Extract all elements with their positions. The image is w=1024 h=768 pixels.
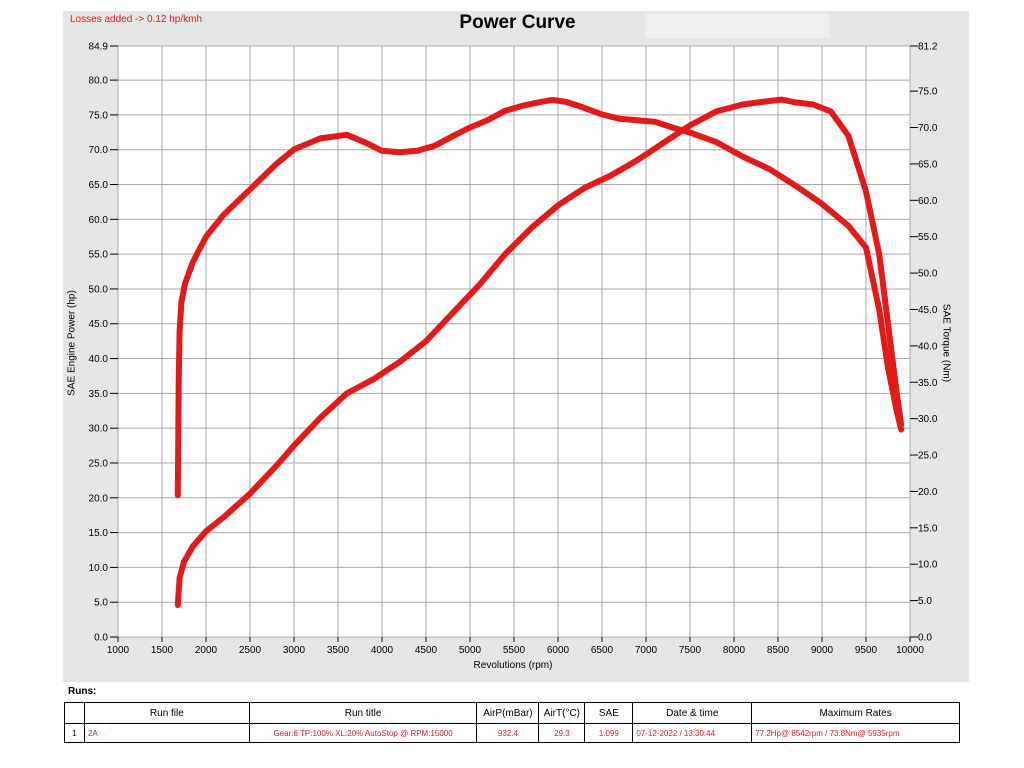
y2-tick-label: 25.0 <box>918 451 938 462</box>
y2-tick-label: 30.0 <box>918 414 938 425</box>
y2-tick-label: 70.0 <box>918 123 938 134</box>
series <box>174 96 905 608</box>
x-tick-label: 9000 <box>811 645 834 656</box>
y2-tick-label: 5.0 <box>918 596 932 607</box>
y-tick-label: 15.0 <box>89 528 109 539</box>
col-header-sae: SAE <box>584 702 634 724</box>
y-tick-label: 0.0 <box>94 633 108 644</box>
run-airt: 29.3 <box>538 723 586 743</box>
y2-tick-label: 81.2 <box>918 42 938 53</box>
y-tick-label: 60.0 <box>89 215 109 226</box>
col-header-datetime: Date & time <box>632 702 753 724</box>
y-tick-label: 75.0 <box>89 110 109 121</box>
x-tick-label: 4000 <box>371 645 394 656</box>
x-tick-label: 6000 <box>547 645 570 656</box>
y2-tick-label: 15.0 <box>918 523 938 534</box>
x-tick-label: 7000 <box>635 645 658 656</box>
run-max-rates: 77.2Hp@ 8542rpm / 73.8Nm@ 5935rpm <box>751 723 960 743</box>
y-tick-label: 50.0 <box>89 284 109 295</box>
x-tick-label: 1500 <box>151 645 174 656</box>
x-tick-label: 8500 <box>767 645 790 656</box>
x-tick-label: 7500 <box>679 645 702 656</box>
col-header-max-rates: Maximum Rates <box>751 702 960 724</box>
y2-tick-label: 75.0 <box>918 87 938 98</box>
run-index: 1 <box>64 723 85 743</box>
y-tick-label: 80.0 <box>89 76 109 87</box>
y2-tick-label: 35.0 <box>918 378 938 389</box>
x-axis-label: Revolutions (rpm) <box>473 660 553 671</box>
run-airp: 932.4 <box>476 723 540 743</box>
col-header-run-title: Run title <box>248 702 478 724</box>
axis-ticks: 1000 1500 2000 2500 3000 3500 4000 4500 5000 5500… <box>89 42 938 657</box>
table-row[interactable]: 1 2A Gear:6 TP:100% XL:20% AutoStop @ RP… <box>64 723 960 743</box>
y-tick-label: 35.0 <box>89 389 109 400</box>
y-tick-label: 25.0 <box>89 458 109 469</box>
col-header-run-file: Run file <box>83 702 250 724</box>
losses-note: Losses added -> 0.12 hp/kmh <box>70 14 203 25</box>
y-tick-label: 5.0 <box>94 598 108 609</box>
y-tick-label: 45.0 <box>89 319 109 330</box>
runs-table: Run file Run title AirP(mBar) AirT(°C) S… <box>64 702 960 743</box>
y-tick-label: 30.0 <box>89 424 109 435</box>
x-tick-label: 10000 <box>896 645 924 656</box>
y-tick-label: 65.0 <box>89 180 109 191</box>
x-tick-label: 2000 <box>195 645 218 656</box>
y2-tick-label: 45.0 <box>918 305 938 316</box>
col-header-index <box>64 702 85 724</box>
col-header-airp: AirP(mBar) <box>476 702 540 724</box>
grid <box>117 45 911 638</box>
y-tick-label: 20.0 <box>89 493 109 504</box>
y-tick-label: 84.9 <box>89 42 109 53</box>
x-tick-label: 3000 <box>283 645 306 656</box>
x-tick-label: 3500 <box>327 645 350 656</box>
y2-tick-label: 0.0 <box>918 633 932 644</box>
x-tick-label: 2500 <box>239 645 262 656</box>
runs-header-row: Run file Run title AirP(mBar) AirT(°C) S… <box>64 702 960 724</box>
x-tick-label: 1000 <box>107 645 130 656</box>
y2-tick-label: 55.0 <box>918 232 938 243</box>
run-datetime: 07-12-2022 / 13:30:44 <box>632 723 753 743</box>
x-tick-label: 5000 <box>459 645 482 656</box>
title-placeholder-box <box>645 14 830 38</box>
run-file: 2A <box>83 723 250 743</box>
y2-tick-label: 40.0 <box>918 341 938 352</box>
y2-tick-label: 50.0 <box>918 269 938 280</box>
col-header-airt: AirT(°C) <box>538 702 586 724</box>
run-sae: 1.099 <box>584 723 634 743</box>
x-tick-label: 8000 <box>723 645 746 656</box>
runs-label: Runs: <box>68 686 97 697</box>
power-curve-line <box>174 96 905 608</box>
run-title: Gear:6 TP:100% XL:20% AutoStop @ RPM:150… <box>248 723 478 743</box>
y2-tick-label: 10.0 <box>918 560 938 571</box>
y2-tick-label: 20.0 <box>918 487 938 498</box>
x-tick-label: 6500 <box>591 645 614 656</box>
y-tick-label: 70.0 <box>89 145 109 156</box>
x-tick-label: 4500 <box>415 645 438 656</box>
chart-title: Power Curve <box>459 12 576 33</box>
x-tick-label: 5500 <box>503 645 526 656</box>
y-tick-label: 40.0 <box>89 354 109 365</box>
y2-axis-label: SAE Torque (Nm) <box>940 303 952 383</box>
x-tick-label: 9500 <box>855 645 878 656</box>
y-axis-label: SAE Engine Power (hp) <box>66 290 78 396</box>
y2-tick-label: 60.0 <box>918 196 938 207</box>
y-tick-label: 10.0 <box>89 563 109 574</box>
torque-curve-line <box>174 96 905 499</box>
y2-tick-label: 65.0 <box>918 159 938 170</box>
y-tick-label: 55.0 <box>89 250 109 261</box>
